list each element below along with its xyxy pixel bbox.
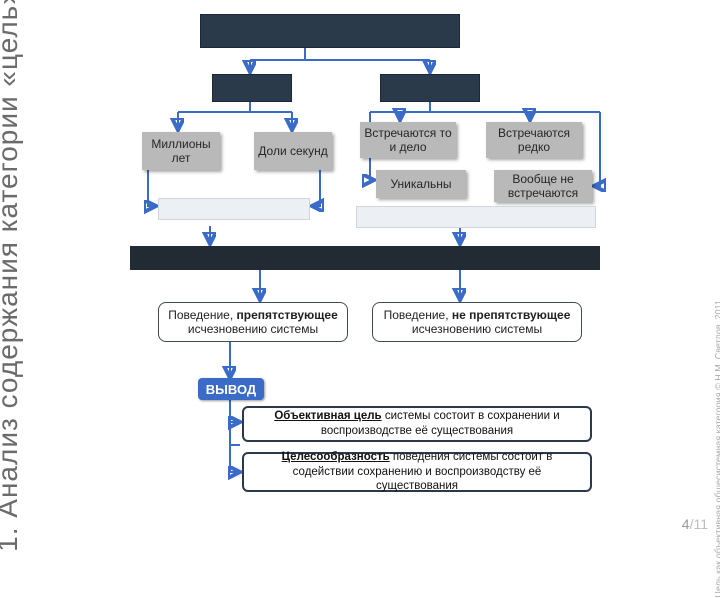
behavior-left: Поведение, препятствующее исчезновению с… — [158, 302, 348, 342]
leaf-unique: Уникальны — [376, 170, 466, 198]
root-box: Способность систем к поддержанию своего … — [200, 14, 460, 48]
axis-freq: Распростра-нённость — [380, 74, 480, 102]
range-left — [158, 198, 310, 220]
output-label: ВЫВОД — [198, 378, 264, 400]
page-title: 1. Анализ содержания категории «цель» — [0, 0, 24, 552]
output-2: Целесообразность поведения системы состо… — [242, 452, 592, 492]
range-right — [356, 206, 596, 228]
behavior-right: Поведение, не препятствующее исчезновени… — [372, 302, 582, 342]
cause-strip: Причина – различие в законах поведения с… — [130, 246, 600, 270]
leaf-rare: Встречаются редко — [486, 122, 582, 158]
leaf-fractions: Доли секунд — [254, 132, 332, 170]
axis-time: Время существования — [212, 74, 292, 102]
page-number: 4/11 — [682, 516, 708, 532]
leaf-millions: Миллионы лет — [142, 132, 220, 170]
copyright: Цель как объективная общесистемная катег… — [714, 300, 720, 598]
leaf-never: Вообще не встречаются — [494, 170, 592, 202]
output-1: Объективная цель системы состоит в сохра… — [242, 406, 592, 442]
leaf-often: Встречаются то и дело — [360, 122, 456, 158]
